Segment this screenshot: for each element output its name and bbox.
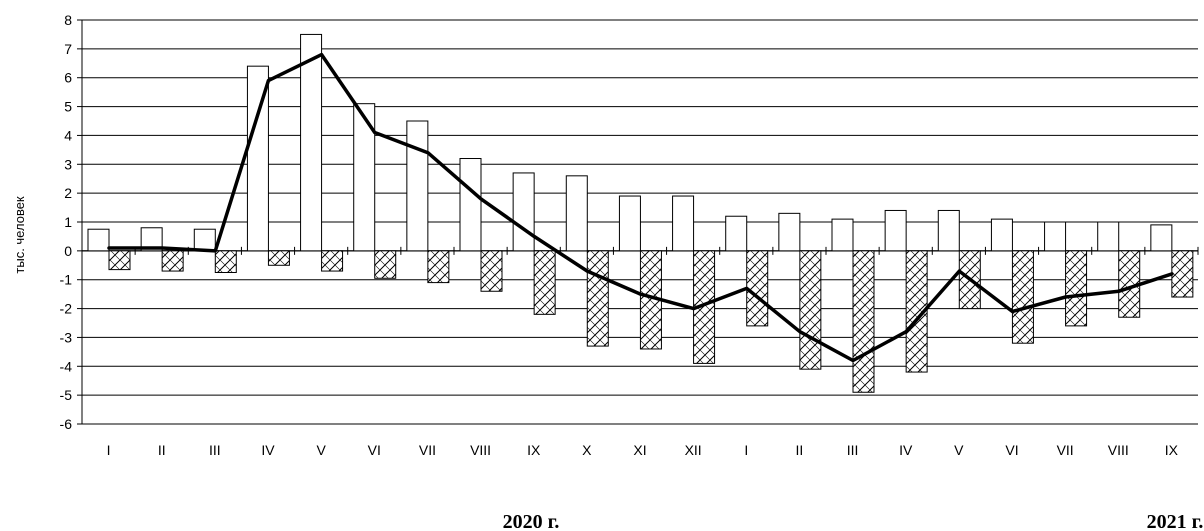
bar-hatched — [161, 250, 184, 272]
y-tick-label: -5 — [60, 387, 73, 403]
bar-white — [725, 215, 748, 252]
bar-white — [990, 218, 1013, 252]
x-tick-label: I — [107, 442, 111, 458]
x-tick-label: I — [744, 442, 748, 458]
bar-hatched — [533, 250, 556, 315]
bar-white — [831, 218, 854, 252]
x-tick-label: VIII — [1108, 442, 1129, 458]
bar-white — [778, 212, 801, 252]
bar-white — [140, 227, 163, 252]
bar-hatched — [746, 250, 769, 327]
bar-hatched — [427, 250, 450, 284]
y-tick-label: -2 — [60, 301, 73, 317]
x-tick-label: VI — [1005, 442, 1018, 458]
y-tick-label: 2 — [64, 185, 72, 201]
y-tick-label: 8 — [64, 12, 72, 28]
year-label-2021: 2021 г. — [1147, 511, 1204, 531]
y-tick-label: -3 — [60, 329, 73, 345]
bar-hatched — [852, 250, 875, 393]
bar-white — [565, 175, 588, 252]
bar-hatched — [321, 250, 344, 272]
series-line — [107, 52, 1174, 363]
x-tick-label: XI — [633, 442, 646, 458]
x-tick-label: IX — [1165, 442, 1179, 458]
x-tick-label: III — [209, 442, 221, 458]
y-tick-label: 4 — [64, 127, 72, 143]
year-label-2020: 2020 г. — [503, 511, 560, 531]
x-tick-label: VIII — [470, 442, 491, 458]
bar-white — [87, 228, 110, 252]
bar-hatched — [374, 250, 397, 279]
bar-white — [406, 120, 429, 252]
bar-white — [1150, 224, 1173, 252]
bar-hatched — [1065, 250, 1088, 327]
x-tick-label: V — [316, 442, 326, 458]
y-tick-label: -4 — [60, 358, 73, 374]
y-axis-label: тыс. человек — [12, 196, 27, 274]
x-tick-label: IV — [899, 442, 913, 458]
y-tick-label: 6 — [64, 70, 72, 86]
x-tick-label: II — [158, 442, 166, 458]
y-tick-label: -6 — [60, 416, 73, 432]
bar-hatched — [214, 250, 237, 274]
x-tick-label: VI — [368, 442, 381, 458]
bar-white — [512, 172, 535, 252]
bar-white — [884, 209, 907, 252]
bar-white — [618, 195, 641, 252]
x-tick-label: III — [847, 442, 859, 458]
x-tick-label: IX — [527, 442, 541, 458]
bar-white — [459, 158, 482, 252]
bar-white — [193, 228, 216, 252]
x-tick-label: VII — [1057, 442, 1074, 458]
bar-white — [672, 195, 695, 252]
y-tick-label: 3 — [64, 156, 72, 172]
y-tick-label: 5 — [64, 99, 72, 115]
bar-white — [1097, 221, 1120, 252]
bar-hatched — [480, 250, 503, 292]
x-tick-label: X — [582, 442, 592, 458]
x-tick-label: IV — [261, 442, 275, 458]
x-tick-label: V — [954, 442, 964, 458]
x-tick-label: II — [796, 442, 804, 458]
bar-hatched — [1011, 250, 1034, 344]
bar-white — [246, 65, 269, 252]
bar-white — [1044, 221, 1067, 252]
bar-white — [937, 209, 960, 252]
y-tick-label: 1 — [64, 214, 72, 230]
bar-white — [353, 103, 376, 252]
bar-hatched — [1171, 250, 1194, 298]
bar-hatched — [799, 250, 822, 370]
bars — [87, 33, 1194, 393]
line-series — [107, 52, 1174, 363]
bar-hatched — [905, 250, 928, 373]
x-tick-label: XII — [685, 442, 702, 458]
bar-white — [300, 33, 323, 252]
bar-hatched — [586, 250, 609, 347]
bar-hatched — [267, 250, 290, 266]
bar-hatched — [108, 250, 131, 271]
y-tick-label: -1 — [60, 272, 73, 288]
x-tick-label: VII — [419, 442, 436, 458]
y-tick-label: 0 — [64, 243, 72, 259]
y-tick-label: 7 — [64, 41, 72, 57]
